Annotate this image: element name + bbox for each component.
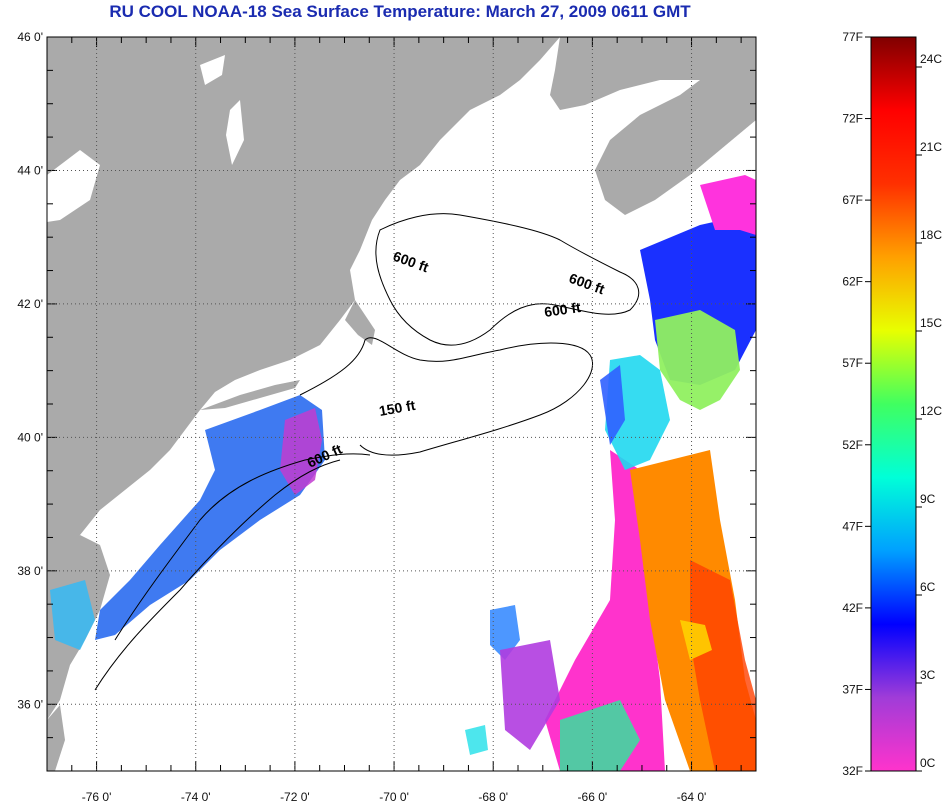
contour-label-150ft: 150 ft [378, 397, 417, 419]
lon-tick-label: -72 0' [280, 790, 310, 804]
contour-label-600ft-3: 600 ft [543, 299, 582, 320]
sst-shelf-blue [95, 395, 325, 640]
lat-tick-label: 38 0' [17, 564, 43, 578]
colorbar-c-label: 3C [920, 668, 936, 682]
land-us-northeast [47, 37, 560, 560]
colorbar-f-label: 62F [842, 275, 863, 289]
sst-gulf-stream-magenta [545, 450, 665, 771]
colorbar-f-label: 72F [842, 112, 863, 126]
land-nova-scotia [550, 37, 756, 215]
lake-1 [200, 55, 225, 85]
land-carolina [47, 705, 65, 771]
contour-600ft-gulf-maine [375, 213, 640, 346]
colorbar [870, 36, 917, 772]
lake-3 [47, 150, 100, 222]
sst-slope-green [655, 310, 740, 410]
map-title: RU COOL NOAA-18 Sea Surface Temperature:… [109, 2, 691, 21]
sst-shelf-purple [280, 408, 322, 495]
sst-south-patch-4 [465, 725, 488, 755]
sst-south-patch-3 [560, 700, 640, 771]
map-frame [46, 36, 757, 772]
sst-slope-blue2 [600, 365, 625, 445]
lat-tick-label: 44 0' [17, 163, 43, 177]
land-long-island [200, 380, 300, 410]
colorbar-f-label: 47F [842, 519, 863, 533]
colorbar-f-label: 67F [842, 193, 863, 207]
lon-tick-label: -64 0' [677, 790, 707, 804]
lon-tick-label: -74 0' [181, 790, 211, 804]
colorbar-fahrenheit-labels: 77F 72F 67F 62F 57F 52F 47F 42F 37F 32F [842, 30, 871, 778]
lon-tick-label: -70 0' [379, 790, 409, 804]
sst-south-patch-1 [490, 605, 520, 660]
colorbar-f-label: 77F [842, 30, 863, 44]
colorbar-c-label: 24C [920, 52, 942, 66]
colorbar-f-label: 37F [842, 682, 863, 696]
colorbar-c-label: 0C [920, 756, 936, 770]
lon-tick-label: -66 0' [578, 790, 608, 804]
colorbar-c-label: 21C [920, 140, 942, 154]
colorbar-c-label: 9C [920, 492, 936, 506]
lake-2 [226, 100, 244, 165]
lat-tick-label: 46 0' [17, 30, 43, 44]
sst-warm-yellow [680, 620, 712, 660]
lat-tick-label: 40 0' [17, 430, 43, 444]
bathymetry-contours [94, 213, 640, 691]
contour-coast-inner [94, 459, 341, 691]
colorbar-c-label: 6C [920, 580, 936, 594]
sst-bay-cyan [50, 580, 95, 650]
lat-tick-label: 36 0' [17, 697, 43, 711]
colorbar-f-label: 32F [842, 764, 863, 778]
graticule [46, 36, 756, 772]
sst-south-patch-2 [500, 640, 560, 750]
contour-150ft [299, 337, 593, 456]
contour-600ft-shelf-break [114, 453, 371, 641]
lon-tick-label: -68 0' [478, 790, 508, 804]
colorbar-f-label: 52F [842, 438, 863, 452]
colorbar-c-label: 18C [920, 228, 942, 242]
colorbar-c-label: 15C [920, 316, 942, 330]
sst-gulf-stream-red [690, 560, 756, 771]
colorbar-f-label: 57F [842, 356, 863, 370]
colorbar-celsius-labels: 24C 21C 18C 15C 12C 9C 6C 3C 0C [916, 52, 942, 772]
sst-scotian-magenta [700, 175, 756, 235]
lon-tick-label: -76 0' [82, 790, 112, 804]
colorbar-c-label: 12C [920, 404, 942, 418]
colorbar-f-label: 42F [842, 601, 863, 615]
longitude-labels: -76 0' -74 0' -72 0' -70 0' -68 0' -66 0' -64 … [82, 790, 707, 804]
latitude-labels: 46 0' 44 0' 42 0' 40 0' 38 0' 36 0' [17, 30, 43, 711]
lat-tick-label: 42 0' [17, 297, 43, 311]
land-cape-cod [345, 300, 375, 345]
